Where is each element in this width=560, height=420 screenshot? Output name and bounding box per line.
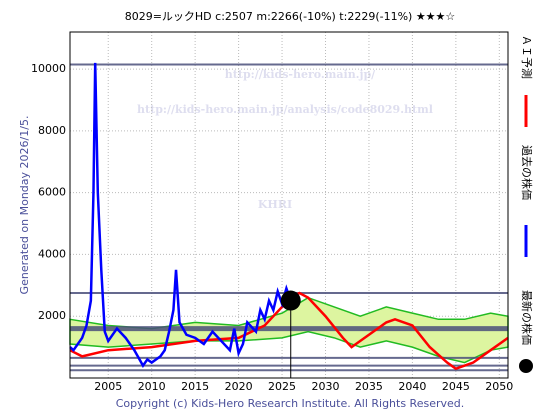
legend-label: 過去の株価: [520, 145, 534, 200]
x-tick-label: 2025: [268, 380, 296, 393]
x-tick-label: 2020: [225, 380, 253, 393]
y-tick-label: 6000: [38, 186, 66, 199]
chart-title: 8029=ルックHD c:2507 m:2266(-10%) t:2229(-1…: [125, 10, 456, 23]
legend-label: ＡＩ予測: [520, 35, 534, 79]
x-tick-label: 2035: [355, 380, 383, 393]
plot-frame: [69, 31, 509, 379]
x-tick-label: 2050: [485, 380, 513, 393]
y-tick-label: 10000: [31, 62, 66, 75]
latest-marker: [280, 290, 301, 311]
footer: Copyright (c) Kids-Hero Research Institu…: [116, 397, 465, 410]
y-tick-label: 4000: [38, 247, 66, 260]
legend-label: 最新の株価: [520, 290, 534, 345]
watermark: http://kids-hero.main.jp/analysis/code80…: [137, 103, 433, 116]
series-line: [69, 62, 292, 368]
series-line: [69, 291, 509, 371]
watermark: KHRI: [258, 198, 292, 211]
legend-swatch: [519, 359, 533, 373]
side-note: Generated on Monday 2026/1/5.: [18, 116, 31, 295]
x-tick-label: 2030: [312, 380, 340, 393]
y-tick-label: 8000: [38, 124, 66, 137]
y-tick-label: 2000: [38, 309, 66, 322]
x-tick-label: 2010: [138, 380, 166, 393]
watermark: http://kids-hero.main.jp/: [225, 68, 376, 81]
x-tick-label: 2015: [181, 380, 209, 393]
x-tick-label: 2005: [94, 380, 122, 393]
x-tick-label: 2040: [398, 380, 426, 393]
x-tick-label: 2045: [442, 380, 470, 393]
